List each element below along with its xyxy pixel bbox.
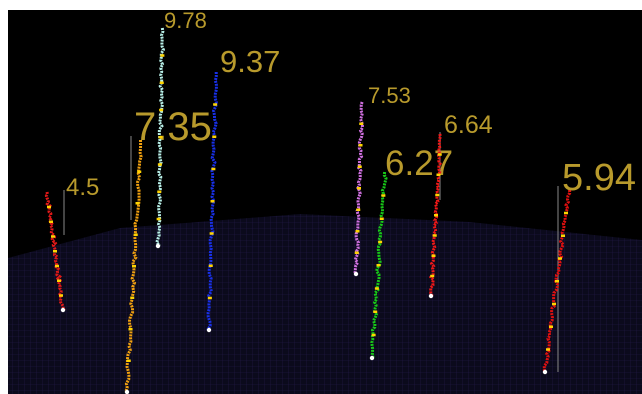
slice-marker [561,235,565,238]
height-label: 6.64 [444,111,493,139]
slice-marker [555,280,559,283]
slice-marker [57,280,61,283]
slice-marker [212,136,216,139]
slice-marker [159,136,163,139]
slice-marker [51,235,55,238]
slice-marker [356,209,360,212]
slice-marker [438,153,442,156]
slice-marker [377,264,381,267]
slice-marker [372,334,376,337]
slice-marker [378,241,382,244]
slice-marker [356,230,360,233]
slice-marker [432,255,436,258]
slice-marker [435,194,439,197]
slice-marker [132,265,136,268]
slice-marker [213,103,217,106]
slice-marker [158,163,162,166]
slice-marker [159,109,163,112]
slice-marker [208,297,212,300]
slice-marker [160,82,164,85]
slice-marker [47,206,51,209]
height-label: 6.27 [385,144,453,183]
slice-marker [375,287,379,290]
slice-marker [130,297,134,300]
slice-marker [358,166,362,169]
slice-marker [437,174,441,177]
slice-marker [160,54,164,57]
slice-marker [434,214,438,217]
slice-marker [558,257,562,260]
height-label: 9.37 [220,44,280,79]
slice-marker [55,265,59,268]
slice-marker [546,348,550,351]
slice-marker [136,202,140,205]
base-point [125,390,129,394]
ground-grid [8,214,642,394]
slice-marker [49,221,53,224]
slice-marker [564,212,568,215]
slice-marker [380,218,384,221]
height-label: 4.5 [66,174,99,201]
base-point [207,328,211,332]
height-label: 7.35 [134,105,212,149]
slice-marker [373,311,377,314]
base-point [370,356,374,360]
height-label: 5.94 [562,157,636,199]
height-label: 7.53 [368,83,411,108]
slice-marker [433,234,437,237]
base-point [429,294,433,298]
slice-marker [209,265,213,268]
slice-marker [137,171,141,174]
slice-marker [355,252,359,255]
slice-marker [381,194,385,197]
slice-marker [359,144,363,147]
base-point [61,308,65,312]
slice-marker [157,191,161,194]
slice-marker [127,360,131,363]
slice-marker [129,328,133,331]
slice-marker [59,294,63,297]
slice-marker [134,234,138,237]
height-label: 9.78 [164,8,207,33]
base-point [354,272,358,276]
slice-marker [211,168,215,171]
slice-marker [210,232,214,235]
slice-marker [357,187,361,190]
slice-marker [359,123,363,126]
base-point [543,370,547,374]
slice-marker [549,326,553,329]
slice-marker [53,250,57,253]
point-cloud-view: 4.5 7.35 9.78 9.37 7.53 6.27 6.64 5.94 [0,0,642,394]
slice-marker [430,275,434,278]
base-point [156,244,160,248]
slice-marker [157,218,161,221]
slice-marker [552,303,556,306]
slice-marker [211,200,215,203]
